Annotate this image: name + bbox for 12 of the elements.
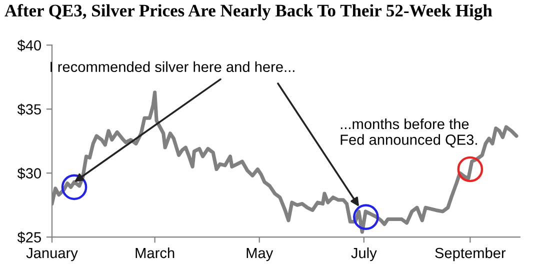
x-tick-label: July — [351, 247, 377, 262]
y-tick-label: $30 — [17, 168, 41, 180]
y-tick-label: $40 — [17, 40, 41, 52]
x-tick-label: May — [246, 248, 274, 262]
chart-title: After QE3, Silver Prices Are Nearly Back To Their 52-Week High — [4, 4, 492, 20]
x-tick-label: January — [26, 248, 78, 262]
y-tick-label: $35 — [17, 104, 41, 116]
x-tick-label: March — [136, 247, 174, 258]
x-tick-label: September — [435, 247, 506, 262]
y-tick-label: $25 — [17, 232, 41, 244]
annotation: ...months before the Fed announced QE3. — [340, 118, 477, 148]
annotation: I recommended silver here and here... — [50, 61, 294, 72]
